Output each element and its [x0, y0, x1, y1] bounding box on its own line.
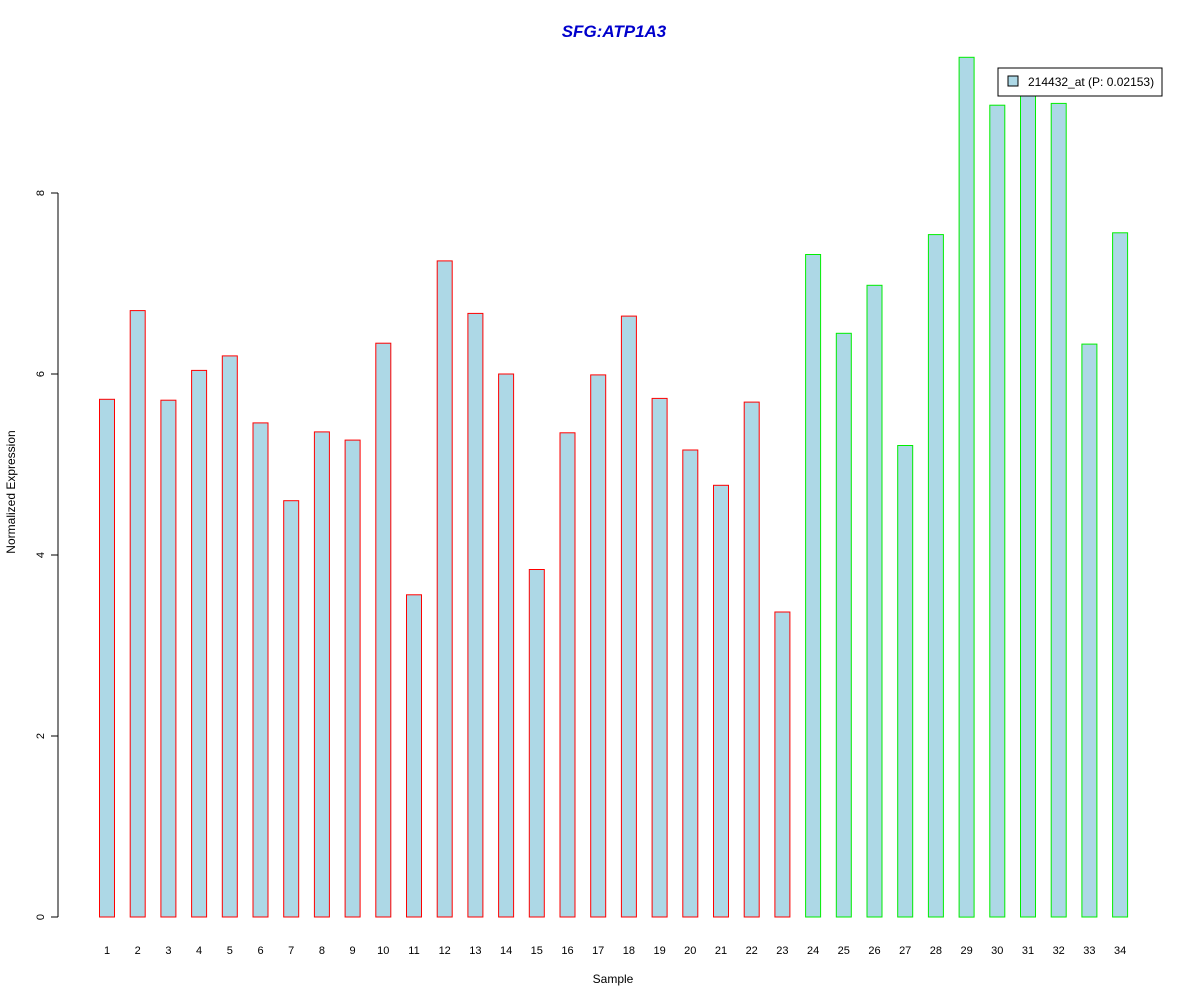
bar-sample-9	[344, 439, 361, 918]
bar-sample-2	[129, 310, 146, 918]
x-tick-label: 17	[592, 945, 604, 957]
bar-sample-15	[528, 569, 545, 918]
bar-sample-34	[1112, 232, 1129, 918]
bar-sample-6	[252, 422, 269, 918]
x-tick-label: 1	[104, 945, 110, 957]
x-tick-label: 12	[439, 945, 451, 957]
bar-sample-26	[866, 284, 883, 918]
x-tick-label: 13	[469, 945, 481, 957]
bar-sample-27	[897, 445, 914, 918]
x-tick-label: 5	[227, 945, 233, 957]
x-tick-label: 33	[1083, 945, 1095, 957]
x-tick-label: 28	[930, 945, 942, 957]
bar-sample-16	[559, 432, 576, 918]
bar-sample-5	[221, 355, 238, 918]
bar-sample-30	[989, 104, 1006, 918]
bar-sample-28	[927, 234, 944, 918]
x-tick-label: 26	[868, 945, 880, 957]
bar-sample-18	[620, 315, 637, 918]
bar-sample-22	[743, 401, 760, 918]
bar-sample-19	[651, 397, 668, 918]
bar-sample-7	[283, 500, 300, 918]
x-tick-label: 22	[746, 945, 758, 957]
x-tick-label: 16	[561, 945, 573, 957]
x-tick-label: 21	[715, 945, 727, 957]
x-tick-label: 8	[319, 945, 325, 957]
bar-sample-32	[1050, 102, 1067, 918]
bar-sample-12	[436, 260, 453, 918]
x-tick-label: 29	[960, 945, 972, 957]
x-tick-label: 23	[776, 945, 788, 957]
bars	[99, 56, 1129, 918]
x-tick-label: 6	[257, 945, 263, 957]
bar-sample-23	[774, 611, 791, 918]
bar-sample-25	[835, 332, 852, 918]
x-tick-label: 11	[408, 945, 419, 957]
x-tick-label: 31	[1022, 945, 1034, 957]
bar-sample-4	[191, 369, 208, 918]
x-tick-label: 27	[899, 945, 911, 957]
x-tick-label: 2	[135, 945, 141, 957]
x-tick-label: 3	[165, 945, 171, 957]
x-tick-label: 19	[653, 945, 665, 957]
x-tick-label: 9	[350, 945, 356, 957]
x-tick-label: 25	[838, 945, 850, 957]
x-tick-label: 4	[196, 945, 202, 957]
x-tick-label: 32	[1053, 945, 1065, 957]
y-tick-label: 0	[35, 914, 47, 920]
y-tick-label: 8	[35, 190, 47, 196]
bar-sample-8	[313, 431, 330, 918]
bar-sample-3	[160, 399, 177, 918]
x-tick-label: 15	[531, 945, 543, 957]
legend: 214432_at (P: 0.02153)	[997, 67, 1163, 97]
x-tick-label: 14	[500, 945, 512, 957]
y-tick-label: 2	[35, 733, 47, 739]
y-tick-label: 4	[35, 552, 47, 558]
legend-label: 214432_at (P: 0.02153)	[1028, 75, 1154, 89]
bar-sample-21	[713, 484, 729, 918]
y-axis: 0 2 4 6 8	[35, 190, 59, 920]
x-axis-label: Sample	[593, 972, 634, 986]
x-tick-labels: 1 2 3 4 5 6 7 8 9 10 11 12 13 14 15 16 17 18 19 20 21 22 23 24 2…	[104, 945, 1126, 957]
bar-sample-17	[590, 374, 607, 918]
x-tick-label: 7	[288, 945, 294, 957]
x-tick-label: 20	[684, 945, 696, 957]
x-tick-label: 18	[623, 945, 635, 957]
bar-sample-31	[1020, 83, 1036, 918]
y-axis-label: Normalized Expression	[4, 430, 18, 553]
x-tick-label: 30	[991, 945, 1003, 957]
bar-sample-1	[99, 398, 115, 918]
legend-box	[997, 67, 1163, 97]
bar-sample-14	[498, 373, 515, 918]
x-tick-label: 34	[1114, 945, 1126, 957]
bar-sample-11	[406, 594, 422, 918]
x-tick-label: 10	[377, 945, 389, 957]
bar-sample-24	[805, 254, 822, 918]
legend-swatch	[1007, 75, 1019, 87]
y-tick-label: 6	[35, 371, 47, 377]
chart-title: SFG:ATP1A3	[562, 22, 667, 41]
x-tick-label: 24	[807, 945, 819, 957]
bar-sample-10	[375, 342, 392, 918]
bar-sample-29	[958, 56, 975, 918]
bar-sample-20	[682, 449, 699, 918]
bar-sample-33	[1081, 343, 1098, 918]
bar-sample-13	[467, 312, 484, 918]
